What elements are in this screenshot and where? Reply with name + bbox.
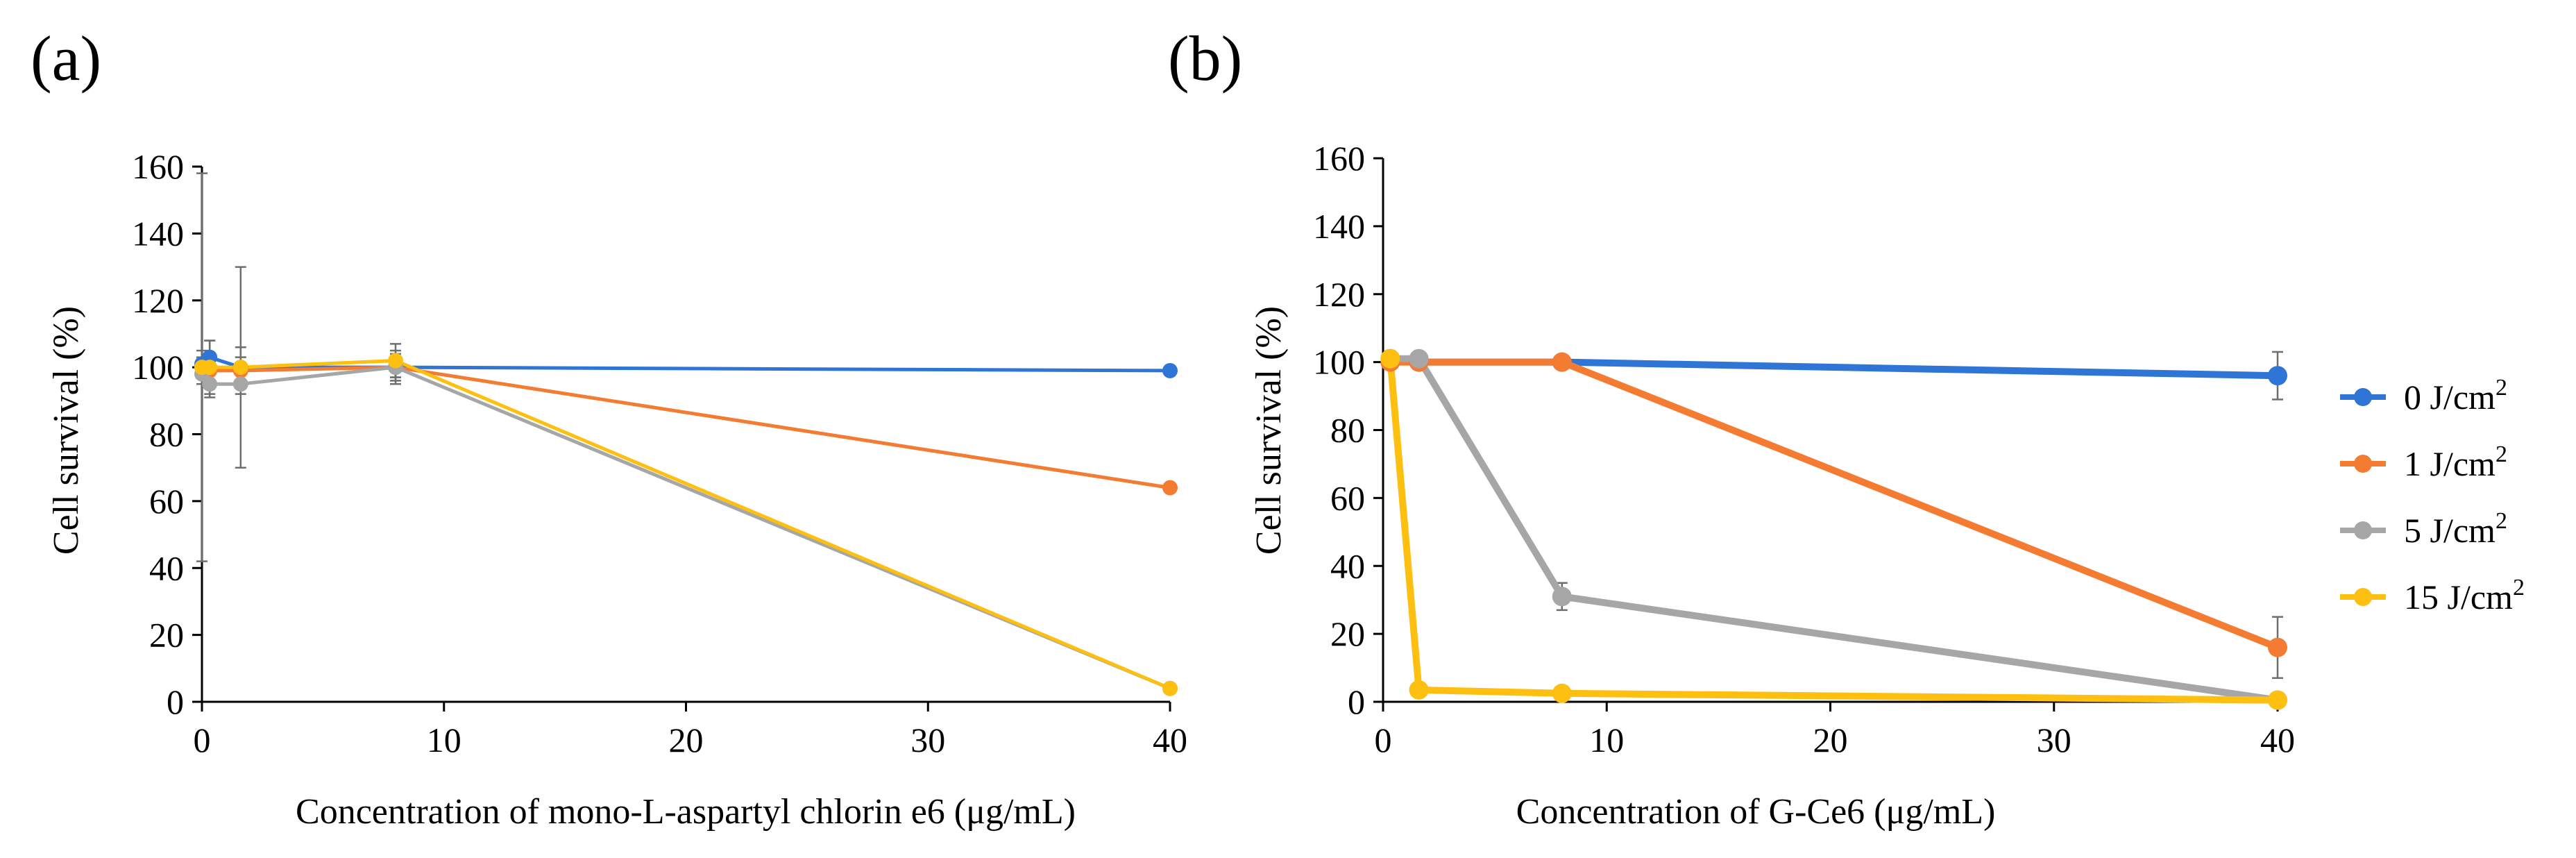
data-point [2268,366,2287,386]
y-tick-label: 140 [1313,207,1365,246]
legend-label-text: 0 J/cm [2404,378,2496,417]
y-tick-label: 20 [1330,614,1365,653]
series-line-1 [201,365,1171,490]
panel-a-axes: 0 20 40 60 80 100 120 140 160 0 10 20 30 40 [132,147,1187,759]
panel-a: (a) Cell survival (%) Concentration of m… [31,23,1187,832]
data-point [1409,680,1429,700]
legend-label-superscript: 2 [2513,575,2525,600]
y-tick-label: 0 [167,682,184,721]
data-point [1552,587,1572,607]
series-line-3 [202,359,1171,691]
legend-label: 0 J/cm2 [2404,375,2507,417]
x-tick-label: 0 [1375,721,1392,759]
x-tick-label: 30 [2037,721,2071,759]
y-tick-label: 80 [149,415,184,454]
y-tick-label: 120 [132,281,184,320]
panel-b-x-axis-title: Concentration of G-Ce6 (μg/mL) [1516,792,1996,832]
panel-a-error-bars [196,172,1176,693]
legend-label-text: 15 J/cm [2404,578,2513,616]
legend-label-superscript: 2 [2496,375,2507,401]
data-point [1552,683,1572,703]
legend-label: 1 J/cm2 [2404,441,2507,483]
panel-a-y-axis-title: Cell survival (%) [46,306,86,555]
data-point [2268,690,2287,710]
data-point [232,360,248,376]
legend-label: 5 J/cm2 [2404,508,2507,550]
panel-b-axes: 0 20 40 60 80 100 120 140 160 0 10 20 30 40 [1313,139,2295,759]
x-tick-label: 40 [2260,721,2295,759]
x-tick-label: 10 [427,721,461,759]
legend-swatch-marker [2354,521,2372,539]
y-tick-label: 80 [1330,411,1365,450]
panel-a-series-lines [201,355,1171,691]
legend-label-superscript: 2 [2496,441,2507,467]
x-tick-label: 40 [1153,721,1187,759]
data-point [202,360,218,376]
y-tick-label: 160 [1313,139,1365,178]
panel-b-data-points [1380,348,2287,710]
panel-b-y-axis-title: Cell survival (%) [1249,306,1289,555]
series-line-1 [1390,358,2279,651]
series-line-3 [1387,358,2278,704]
legend-label-text: 1 J/cm [2404,444,2496,483]
series-line-2 [1390,355,2278,704]
x-tick-label: 20 [1813,721,1848,759]
y-tick-label: 100 [1313,343,1365,382]
data-point [1380,348,1400,369]
y-tick-label: 140 [132,214,184,253]
panel-b-label: (b) [1168,23,1242,94]
legend-label-text: 5 J/cm [2404,511,2496,550]
y-tick-label: 60 [149,482,184,521]
legend-label: 15 J/cm2 [2404,575,2525,616]
data-point [388,353,403,369]
legend-swatch-marker [2354,455,2372,473]
y-tick-label: 40 [149,548,184,587]
x-tick-label: 10 [1589,721,1624,759]
data-point [232,376,248,392]
y-tick-label: 20 [149,616,184,655]
y-tick-label: 60 [1330,478,1365,517]
panel-a-label: (a) [31,23,101,94]
data-point [2268,637,2287,657]
panel-a-x-axis-title: Concentration of mono-L-aspartyl chlorin… [296,792,1076,832]
y-tick-label: 0 [1348,682,1365,721]
panel-b: (b) Cell survival (%) Concentration of G… [1168,23,2295,832]
panel-b-series-lines [1387,355,2279,704]
y-tick-label: 100 [132,348,184,387]
y-tick-label: 40 [1330,546,1365,585]
series-line-2 [201,365,1171,691]
legend-swatch-marker [2354,588,2372,606]
y-tick-label: 160 [132,147,184,186]
data-point [1552,352,1572,372]
x-tick-label: 20 [669,721,704,759]
panel-a-data-points [194,349,1178,696]
data-point [202,376,218,392]
legend-label-superscript: 2 [2496,508,2507,534]
y-tick-label: 120 [1313,275,1365,314]
legend-swatch-marker [2354,388,2372,406]
x-tick-label: 30 [910,721,945,759]
data-point [1162,680,1178,696]
x-tick-label: 0 [194,721,211,759]
data-point [1162,362,1178,378]
data-point [1162,480,1178,496]
data-point [1409,348,1429,369]
